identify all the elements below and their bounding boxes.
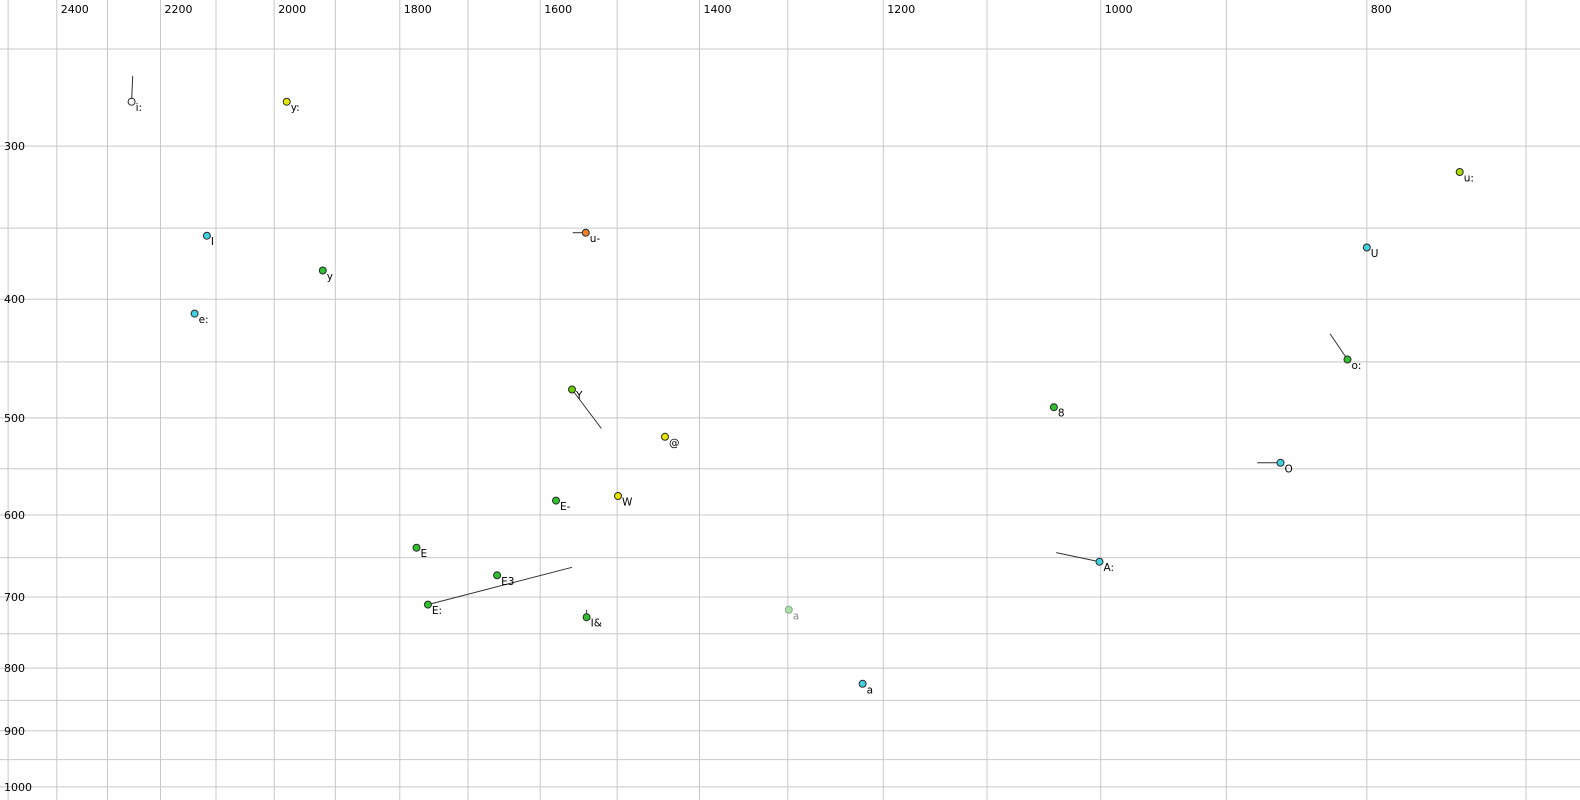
data-point-marker	[1049, 403, 1058, 412]
y-tick-label: 900	[4, 725, 25, 738]
data-point-marker	[1095, 557, 1104, 566]
x-tick-label: 2000	[278, 3, 306, 16]
y-tick-label: 500	[4, 412, 25, 425]
data-point-marker	[784, 605, 793, 614]
y-tick-label: 300	[4, 140, 25, 153]
y-tick-label: 400	[4, 293, 25, 306]
y-tick-label: 800	[4, 662, 25, 675]
data-point-marker	[127, 97, 136, 106]
data-point-label: W	[622, 497, 633, 509]
data-point-marker	[582, 613, 591, 622]
data-point-tail	[571, 389, 602, 429]
data-point-marker	[190, 309, 199, 318]
x-tick-label: 1600	[544, 3, 572, 16]
data-point-marker	[202, 231, 211, 240]
data-point-label: E-	[560, 501, 571, 513]
y-tick-label: 600	[4, 509, 25, 522]
data-point-label: U	[1371, 248, 1379, 260]
data-point-label: a	[793, 610, 799, 622]
data-point-marker	[552, 496, 560, 505]
data-point-tail	[1329, 333, 1348, 360]
data-point-label: u:	[1464, 173, 1474, 185]
data-point-marker	[412, 543, 421, 552]
data-point-marker	[493, 571, 502, 580]
x-tick-label: 2200	[165, 3, 193, 16]
y-tick-label: 1000	[4, 781, 32, 794]
data-point-label: E	[421, 548, 428, 560]
data-point-marker	[581, 228, 590, 237]
x-tick-label: 1000	[1105, 3, 1133, 16]
x-tick-label: 1200	[887, 3, 915, 16]
data-point-label: i:	[136, 102, 142, 114]
data-point-label: O	[1285, 463, 1293, 475]
data-point-label: I	[211, 236, 214, 248]
data-point-marker	[1362, 243, 1371, 252]
data-point-label: E:	[432, 605, 442, 617]
x-tick-label: 1800	[404, 3, 432, 16]
data-point-marker	[858, 679, 867, 688]
data-point-marker	[614, 492, 622, 500]
data-point-label: o:	[1352, 360, 1362, 372]
y-tick-label: 700	[4, 591, 25, 604]
data-point-label: I&	[591, 618, 602, 630]
data-point-marker	[1455, 168, 1464, 176]
data-point-tail	[1056, 552, 1100, 563]
data-point-marker	[568, 385, 576, 394]
data-point-label: a	[867, 684, 873, 696]
data-point-label: e:	[199, 314, 209, 326]
data-point-label: E3	[501, 576, 514, 588]
data-point-tail	[131, 75, 134, 102]
data-point-label: 8	[1058, 408, 1065, 420]
data-point-label: Y	[575, 390, 583, 402]
x-tick-label: 800	[1371, 3, 1392, 16]
data-point-tail	[427, 566, 573, 606]
data-point-marker	[318, 266, 327, 275]
data-point-label: y:	[291, 102, 300, 114]
data-point-label: @	[669, 437, 680, 449]
data-point-label: u-	[590, 233, 601, 245]
data-point-marker	[1343, 355, 1352, 364]
data-point-marker	[1276, 458, 1285, 467]
x-tick-label: 2400	[61, 3, 89, 16]
data-point-marker	[282, 97, 291, 106]
data-point-label: y	[327, 271, 333, 283]
data-point-marker	[661, 432, 669, 441]
data-point-label: A:	[1104, 562, 1115, 574]
data-point-marker	[423, 600, 432, 609]
x-tick-label: 1400	[704, 3, 732, 16]
